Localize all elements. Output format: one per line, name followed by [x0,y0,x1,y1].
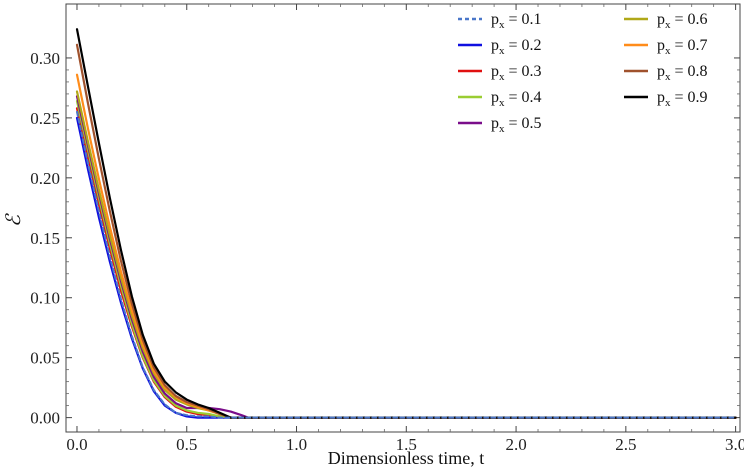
series-line-9 [75,28,737,419]
legend-label-2: px = 0.2 [491,37,542,57]
legend-label-5: px = 0.5 [491,115,542,135]
y-tick-label: 0.00 [30,409,60,428]
legend-label-9: px = 0.9 [657,89,708,109]
y-axis-ticks: 0.00 0.05 0.10 0.15 0.20 0.25 0.30 [30,49,740,428]
series-layer [75,28,737,419]
y-axis-label: ℰ [3,213,25,227]
y-tick-label: 0.30 [30,49,60,68]
x-tick-label: 2.5 [615,435,636,454]
legend: px = 0.1 px = 0.2 px = 0.3 px = 0.4 px = 0.5… [458,11,708,135]
plot-border [65,3,741,433]
legend-label-4: px = 0.4 [491,89,542,109]
x-tick-label: 3.0 [725,435,744,454]
legend-label-8: px = 0.8 [657,63,708,83]
x-axis-ticks: 0.0 0.5 1.0 1.5 2.0 2.5 3.0 [66,4,744,454]
y-tick-label: 0.10 [30,289,60,308]
y-tick-label: 0.20 [30,169,60,188]
legend-label-6: px = 0.6 [657,11,708,31]
plot-frame [65,3,741,433]
series-line-4 [75,99,737,419]
legend-label-3: px = 0.3 [491,63,542,83]
y-tick-label: 0.05 [30,349,60,368]
x-tick-label: 0.0 [66,435,87,454]
x-tick-label: 0.5 [176,435,197,454]
x-tick-label: 1.0 [286,435,307,454]
legend-label-1: px = 0.1 [491,11,542,31]
y-tick-label: 0.25 [30,109,60,128]
x-axis-label: Dimensionless time, t [328,448,485,468]
series-line-1 [76,110,737,419]
x-tick-label: 1.5 [396,435,417,454]
x-tick-label: 2.0 [505,435,526,454]
y-tick-label: 0.15 [30,229,60,248]
legend-label-7: px = 0.7 [657,37,708,57]
